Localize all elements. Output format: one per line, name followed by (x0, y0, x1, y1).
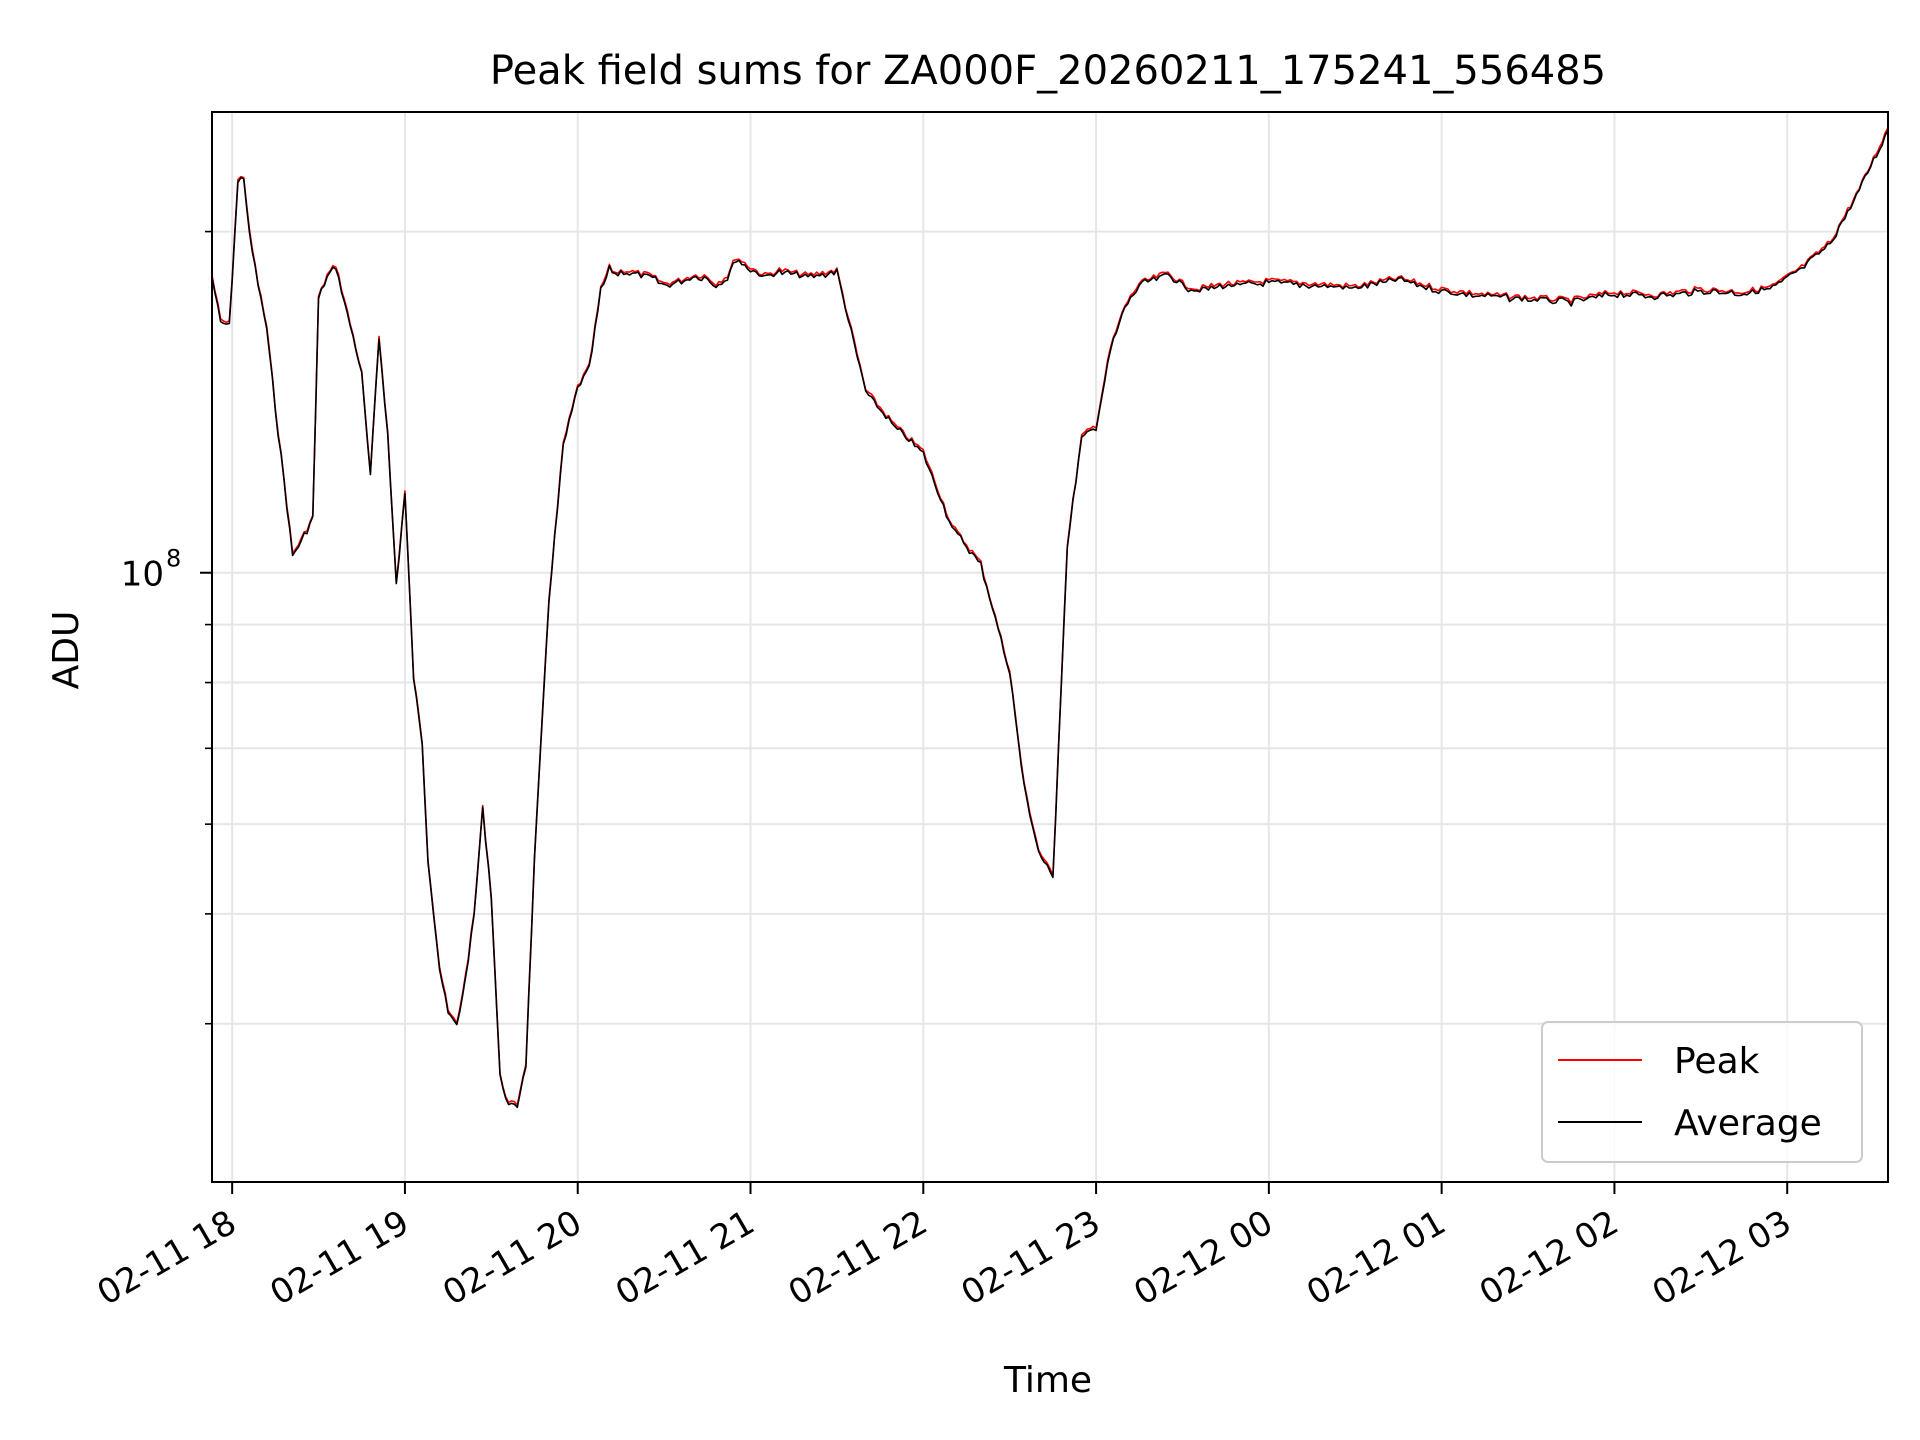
plot-frame (211, 111, 1889, 1183)
legend-label-average: Average (1674, 1103, 1822, 1144)
y-axis-label: ADU (46, 611, 87, 690)
y-tick-label-base: 10 (121, 555, 164, 595)
series-line-average (211, 130, 1889, 1109)
legend-box (1541, 1021, 1863, 1163)
series-lines (211, 127, 1889, 1109)
x-axis-label: Time (1003, 1360, 1092, 1401)
legend-label-peak: Peak (1674, 1041, 1760, 1082)
legend: Peak Average (1541, 1021, 1863, 1163)
y-axis-ticks: 10 8 (121, 230, 212, 1025)
chart-title: Peak field sums for ZA000F_20260211_1752… (490, 48, 1606, 94)
y-tick-label-exponent: 8 (166, 545, 181, 573)
